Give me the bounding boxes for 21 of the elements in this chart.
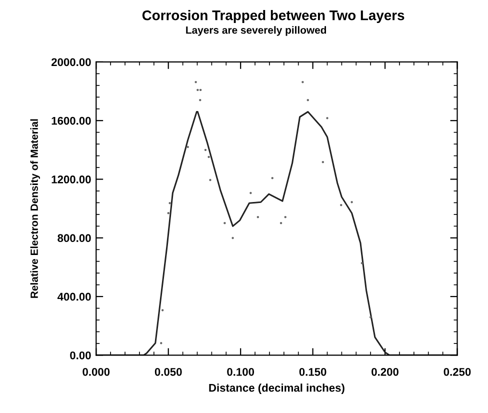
y-tick-label: 2000.00 [52,58,91,66]
x-axis-title: Distance (decimal inches) [209,384,344,394]
y-tick-label: 1200.00 [52,176,91,184]
point [256,216,260,218]
y-tick-label: 800.00 [58,234,91,242]
x-tick-label: 0.050 [154,368,182,376]
chart-subtitle: Layers are severely pillowed [186,26,326,36]
y-tick-label: 1600.00 [52,116,91,125]
x-tick-label: 0.200 [372,368,398,376]
point [199,88,202,92]
point [280,222,282,224]
chart-title: Corrosion Trapped between Two Layers [142,10,404,23]
y-axis-title: Relative Electron Density of Material [30,119,40,298]
x-tick-label: 0.000 [82,368,110,376]
y-tick-label: 0.00 [70,351,91,360]
x-tick-label: 0.250 [444,368,471,376]
x-tick-label: 0.150 [299,368,326,376]
point [322,160,324,164]
point [204,148,207,152]
y-tick-label: 400.00 [57,292,91,301]
x-tick-label: 0.100 [227,368,254,376]
